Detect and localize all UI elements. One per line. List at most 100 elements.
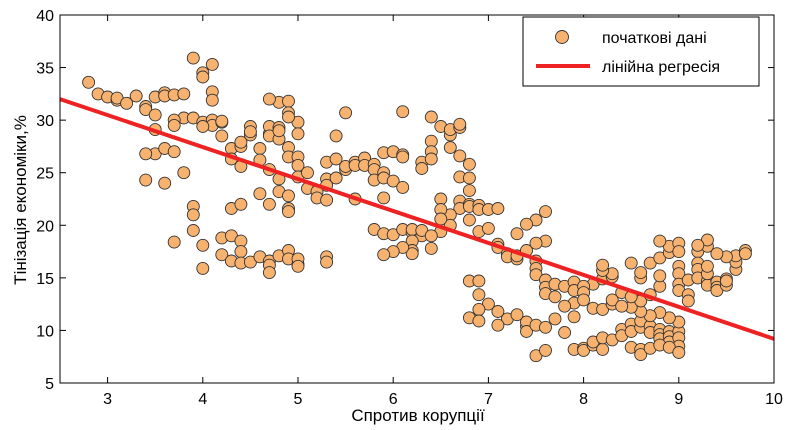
data-point (510, 308, 524, 322)
data-point (681, 294, 695, 308)
data-point (196, 70, 210, 84)
regression-line (59, 97, 775, 341)
data-point (129, 89, 143, 103)
x-tick-label: 8 (579, 391, 588, 408)
data-point (481, 221, 495, 235)
data-point (520, 217, 533, 231)
data-point (605, 293, 619, 307)
data-point (291, 127, 305, 141)
data-point (596, 258, 610, 272)
data-point (234, 245, 248, 259)
data-point (472, 314, 486, 328)
data-point (253, 187, 267, 201)
data-point (462, 213, 476, 227)
data-point (215, 248, 229, 262)
data-point (282, 110, 295, 124)
y-tick-label: 30 (36, 113, 54, 130)
data-point (672, 245, 686, 259)
data-point (196, 261, 210, 275)
legend-marker-points (555, 30, 569, 44)
y-tick-label: 15 (36, 271, 54, 288)
data-point (491, 305, 505, 318)
data-point (738, 247, 752, 261)
y-tick-label: 5 (45, 376, 54, 393)
data-point (196, 238, 210, 252)
data-point (634, 266, 648, 280)
data-point (405, 247, 419, 261)
data-point (396, 105, 410, 119)
data-point (443, 141, 457, 154)
data-point (186, 208, 200, 222)
data-point (186, 51, 200, 65)
data-point (167, 118, 181, 132)
x-tick-label: 3 (103, 391, 112, 408)
data-point (462, 184, 476, 198)
data-point (491, 202, 505, 215)
data-point (282, 189, 295, 203)
data-point (653, 234, 667, 248)
legend-label-regression: лінійна регресія (602, 59, 720, 76)
data-point (205, 93, 219, 107)
data-point (120, 96, 134, 110)
data-point (558, 299, 572, 313)
y-tick-label: 40 (36, 8, 54, 25)
y-tick-labels: 5 10 15 20 25 30 35 40 (36, 8, 54, 393)
data-point (415, 162, 429, 175)
data-point (453, 149, 467, 163)
data-point (539, 205, 552, 219)
x-tick-label: 4 (198, 391, 207, 408)
data-point (139, 173, 153, 187)
data-point (186, 224, 200, 237)
data-point (291, 259, 305, 273)
data-point (205, 57, 219, 71)
data-point (691, 238, 705, 252)
data-point (510, 227, 524, 241)
data-point (167, 235, 181, 249)
legend: початкові дані лінійна регресія (522, 16, 760, 87)
data-point (320, 255, 334, 269)
x-axis-title: Спротив корупції (351, 406, 485, 425)
data-point (424, 241, 438, 255)
data-point (262, 92, 276, 106)
data-point (529, 236, 543, 250)
data-point (234, 197, 248, 211)
data-point (472, 274, 486, 288)
legend-box (522, 16, 760, 87)
data-point (558, 326, 572, 339)
data-point (282, 205, 295, 219)
data-point (215, 129, 229, 143)
data-point (329, 152, 343, 166)
data-point (472, 302, 486, 316)
data-point (82, 75, 96, 89)
x-tick-label: 5 (294, 391, 303, 408)
data-point (396, 180, 410, 194)
data-point (520, 325, 533, 338)
data-point (377, 248, 391, 262)
data-point (234, 135, 248, 149)
data-point (539, 320, 552, 334)
data-point (472, 288, 486, 302)
y-tick-label: 20 (36, 218, 54, 235)
data-point (177, 87, 191, 101)
data-point (262, 266, 276, 280)
data-point (282, 94, 295, 108)
data-point (424, 229, 438, 243)
data-point (434, 212, 448, 226)
data-point (329, 171, 343, 185)
data-point (215, 114, 229, 128)
data-point (139, 147, 153, 161)
legend-label-points: початкові дані (602, 30, 707, 47)
data-point (624, 256, 638, 270)
data-point (177, 166, 191, 180)
data-point (700, 259, 714, 273)
data-point (462, 157, 476, 171)
data-point (339, 106, 353, 120)
data-point (710, 247, 724, 261)
data-point (462, 171, 476, 185)
data-point (196, 120, 210, 133)
data-point (167, 145, 181, 159)
data-point (158, 176, 172, 190)
data-point (672, 346, 686, 359)
data-point (719, 274, 733, 288)
